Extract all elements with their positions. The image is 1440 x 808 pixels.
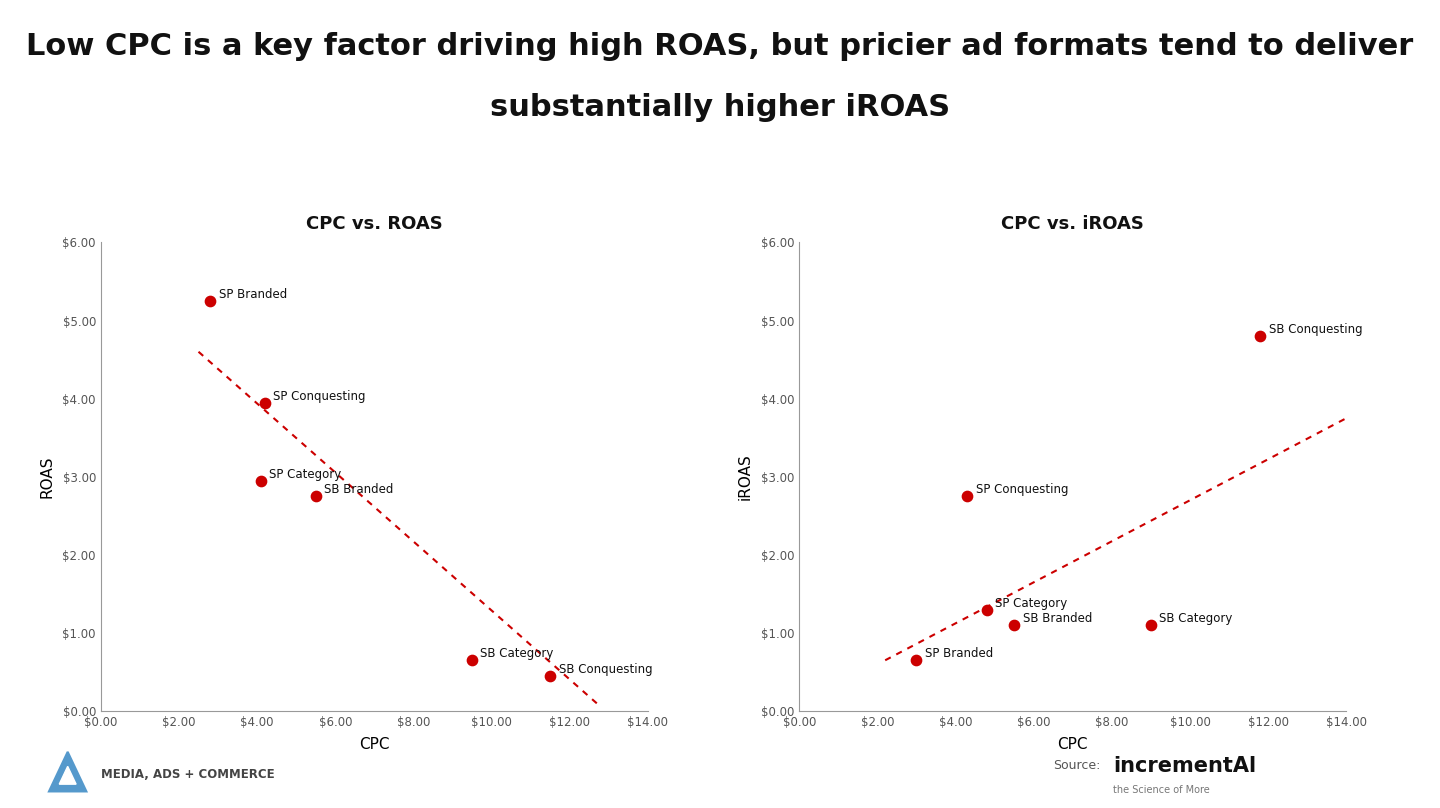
Text: SB Branded: SB Branded [324,483,393,496]
Point [249,474,272,487]
Point [253,396,276,409]
Text: Low CPC is a key factor driving high ROAS, but pricier ad formats tend to delive: Low CPC is a key factor driving high ROA… [26,32,1414,61]
Text: incrementAl: incrementAl [1113,756,1256,776]
Y-axis label: ROAS: ROAS [39,456,55,498]
Text: SP Conquesting: SP Conquesting [274,389,366,402]
Point [975,603,998,616]
Text: substantially higher iROAS: substantially higher iROAS [490,93,950,122]
Text: SB Category: SB Category [481,647,554,660]
Text: Source:: Source: [1053,760,1100,772]
Point [304,490,327,503]
Text: SB Category: SB Category [1159,612,1233,625]
Text: SB Conquesting: SB Conquesting [1269,323,1362,336]
Title: CPC vs. ROAS: CPC vs. ROAS [307,214,442,233]
Point [539,669,562,682]
Text: SB Conquesting: SB Conquesting [559,663,652,676]
Text: SP Category: SP Category [995,597,1067,610]
Text: SP Conquesting: SP Conquesting [976,483,1068,496]
Point [199,295,222,308]
Point [956,490,979,503]
Text: SP Category: SP Category [269,468,341,481]
Text: SP Branded: SP Branded [924,647,994,660]
Title: CPC vs. iROAS: CPC vs. iROAS [1001,214,1145,233]
Text: the Science of More: the Science of More [1113,785,1210,795]
X-axis label: CPC: CPC [359,737,390,752]
Polygon shape [59,766,76,785]
Polygon shape [49,751,86,792]
Text: MEDIA, ADS + COMMERCE: MEDIA, ADS + COMMERCE [101,768,275,781]
Point [461,654,484,667]
Point [904,654,927,667]
Text: SB Branded: SB Branded [1022,612,1092,625]
X-axis label: CPC: CPC [1057,737,1089,752]
Y-axis label: iROAS: iROAS [737,453,753,500]
Point [1248,330,1272,343]
Point [1002,619,1025,632]
Text: SP Branded: SP Branded [219,288,287,301]
Point [1139,619,1162,632]
